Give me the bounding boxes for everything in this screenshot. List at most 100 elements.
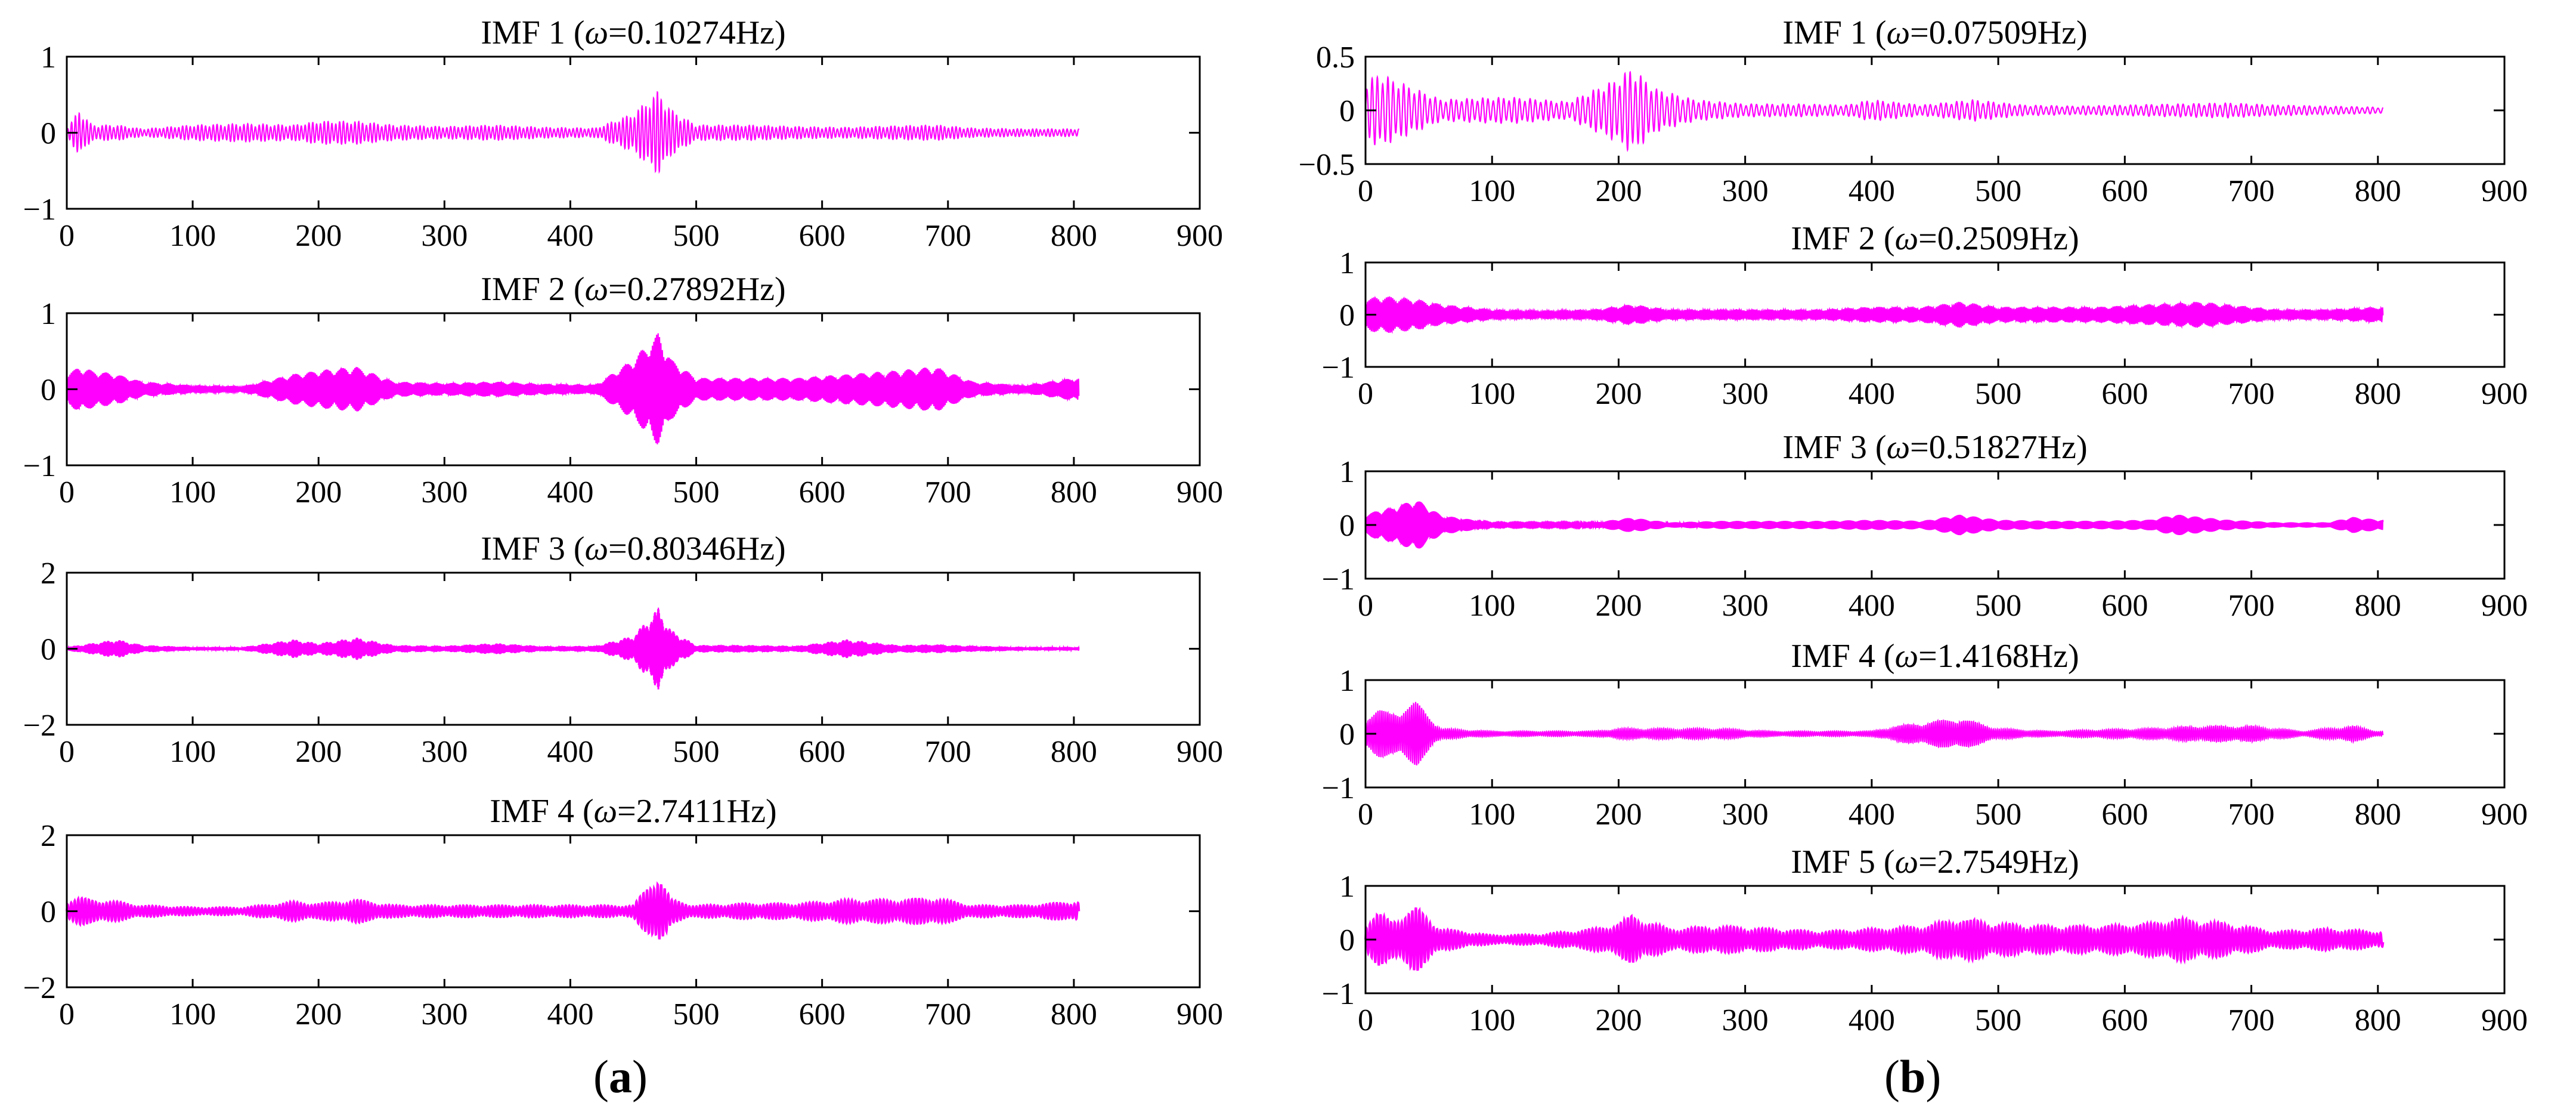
omega-symbol: ω bbox=[585, 271, 609, 308]
x-tick-label: 100 bbox=[1469, 589, 1515, 623]
x-tick-label: 500 bbox=[1975, 798, 2021, 832]
omega-symbol: ω bbox=[1895, 638, 1919, 675]
x-tick-label: 400 bbox=[547, 997, 593, 1031]
x-tick-label: 200 bbox=[1595, 798, 1642, 832]
x-tick-label: 200 bbox=[295, 219, 342, 253]
y-tick-label: 0 bbox=[1339, 509, 1355, 543]
imf-panel-a-2: IMF 2 (ω=0.27892Hz) 0 100 200 300 400 500 600 70… bbox=[23, 271, 1223, 509]
y-tick-label: −1 bbox=[1322, 563, 1355, 597]
x-tick-label: 0 bbox=[1358, 589, 1373, 623]
x-tick-label: 0 bbox=[59, 735, 75, 769]
signal-line bbox=[1364, 907, 2385, 971]
chart-title-prefix: IMF 1 ( bbox=[481, 14, 584, 51]
y-tick-label: 0.5 bbox=[1316, 41, 1355, 75]
omega-symbol: ω bbox=[1895, 844, 1919, 881]
x-tick-label: 700 bbox=[2228, 174, 2275, 208]
caption-b-open: ( bbox=[1884, 1051, 1900, 1102]
x-tick-label: 0 bbox=[1358, 1003, 1373, 1037]
y-tick-label: 1 bbox=[1339, 455, 1355, 489]
chart-title-prefix: IMF 1 ( bbox=[1782, 14, 1886, 51]
caption-a-open: ( bbox=[593, 1051, 609, 1102]
chart-title-suffix: =0.27892Hz) bbox=[608, 271, 786, 308]
y-tick-label: −1 bbox=[1322, 771, 1355, 805]
x-tick-label: 600 bbox=[799, 997, 846, 1031]
y-tick-label: −1 bbox=[23, 193, 56, 227]
x-tick-label: 100 bbox=[169, 475, 216, 509]
signal-line bbox=[1364, 70, 2384, 153]
caption-a-close: ) bbox=[631, 1051, 648, 1102]
x-tick-label: 500 bbox=[673, 219, 720, 253]
imf-panel-b-4: IMF 4 (ω=1.4168Hz) 0 100 200 300 400 500 600 700… bbox=[1322, 638, 2528, 832]
x-tick-label: 500 bbox=[1975, 589, 2021, 623]
x-tick-label: 600 bbox=[2101, 174, 2148, 208]
x-tick-label: 600 bbox=[2101, 377, 2148, 411]
omega-symbol: ω bbox=[585, 530, 609, 567]
x-tick-label: 900 bbox=[2481, 377, 2528, 411]
x-tick-label: 700 bbox=[925, 997, 971, 1031]
x-tick-label: 0 bbox=[59, 997, 75, 1031]
signal-line bbox=[66, 91, 1080, 174]
y-tick-label: 0 bbox=[1339, 94, 1355, 128]
x-tick-label: 600 bbox=[2101, 798, 2148, 832]
x-tick-label: 500 bbox=[673, 735, 720, 769]
chart-title: IMF 2 (ω=0.27892Hz) bbox=[481, 271, 785, 308]
y-tick-label: −1 bbox=[23, 449, 56, 483]
omega-symbol: ω bbox=[1887, 14, 1911, 51]
x-tick-label: 700 bbox=[925, 219, 971, 253]
omega-symbol: ω bbox=[1887, 429, 1911, 466]
x-tick-label: 800 bbox=[2355, 589, 2401, 623]
x-tick-label: 100 bbox=[1469, 174, 1515, 208]
imf-panel-a-4: IMF 4 (ω=2.7411Hz) 0 100 200 300 400 500 600 700… bbox=[23, 793, 1223, 1031]
x-tick-label: 800 bbox=[1051, 735, 1097, 769]
imf-panel-b-1: IMF 1 (ω=0.07509Hz) 0 100 200 300 400 500 600 70… bbox=[1299, 14, 2528, 208]
chart-title: IMF 5 (ω=2.7549Hz) bbox=[1791, 844, 2079, 881]
x-tick-label: 300 bbox=[421, 219, 467, 253]
x-tick-label: 800 bbox=[1051, 219, 1097, 253]
signal-line bbox=[66, 881, 1080, 940]
y-tick-label: 0 bbox=[41, 895, 56, 929]
chart-title-suffix: =0.10274Hz) bbox=[608, 14, 786, 51]
x-tick-label: 900 bbox=[1176, 475, 1223, 509]
x-tick-label: 600 bbox=[2101, 589, 2148, 623]
x-tick-label: 300 bbox=[1722, 589, 1769, 623]
y-tick-label: 0 bbox=[1339, 299, 1355, 333]
x-tick-label: 900 bbox=[2481, 798, 2528, 832]
caption-b-letter: b bbox=[1899, 1051, 1926, 1102]
x-tick-label: 800 bbox=[1051, 997, 1097, 1031]
x-tick-label: 300 bbox=[421, 735, 467, 769]
y-tick-label: 1 bbox=[1339, 246, 1355, 280]
y-tick-label: 0 bbox=[41, 373, 56, 407]
chart-title: IMF 2 (ω=0.2509Hz) bbox=[1791, 220, 2079, 257]
chart-title-prefix: IMF 2 ( bbox=[481, 271, 584, 308]
y-tick-label: −0.5 bbox=[1299, 148, 1355, 182]
chart-title-prefix: IMF 2 ( bbox=[1791, 220, 1894, 257]
x-tick-label: 400 bbox=[1849, 174, 1895, 208]
x-tick-label: 500 bbox=[1975, 174, 2021, 208]
x-tick-label: 0 bbox=[59, 219, 75, 253]
x-tick-label: 800 bbox=[2355, 1003, 2401, 1037]
x-tick-label: 800 bbox=[2355, 377, 2401, 411]
chart-title-suffix: =0.07509Hz) bbox=[1910, 14, 2088, 51]
x-tick-label: 100 bbox=[1469, 1003, 1515, 1037]
signal-line bbox=[66, 607, 1080, 690]
x-tick-label: 200 bbox=[1595, 1003, 1642, 1037]
omega-symbol: ω bbox=[1895, 220, 1919, 257]
x-tick-label: 800 bbox=[1051, 475, 1097, 509]
caption-a: (a) bbox=[593, 1050, 648, 1104]
chart-title: IMF 4 (ω=2.7411Hz) bbox=[490, 793, 776, 830]
y-tick-label: 1 bbox=[41, 41, 56, 75]
chart-title-prefix: IMF 4 ( bbox=[1791, 638, 1894, 675]
chart-title-suffix: =0.51827Hz) bbox=[1910, 429, 2088, 466]
x-tick-label: 300 bbox=[421, 475, 467, 509]
chart-title-prefix: IMF 3 ( bbox=[1782, 429, 1886, 466]
y-tick-label: 2 bbox=[41, 557, 56, 591]
x-tick-label: 900 bbox=[1176, 219, 1223, 253]
y-tick-label: −2 bbox=[23, 709, 56, 743]
x-tick-label: 100 bbox=[1469, 377, 1515, 411]
x-tick-label: 400 bbox=[1849, 589, 1895, 623]
chart-title: IMF 3 (ω=0.51827Hz) bbox=[1782, 429, 2087, 466]
x-tick-label: 500 bbox=[673, 997, 720, 1031]
x-tick-label: 600 bbox=[799, 219, 846, 253]
x-tick-label: 400 bbox=[1849, 798, 1895, 832]
